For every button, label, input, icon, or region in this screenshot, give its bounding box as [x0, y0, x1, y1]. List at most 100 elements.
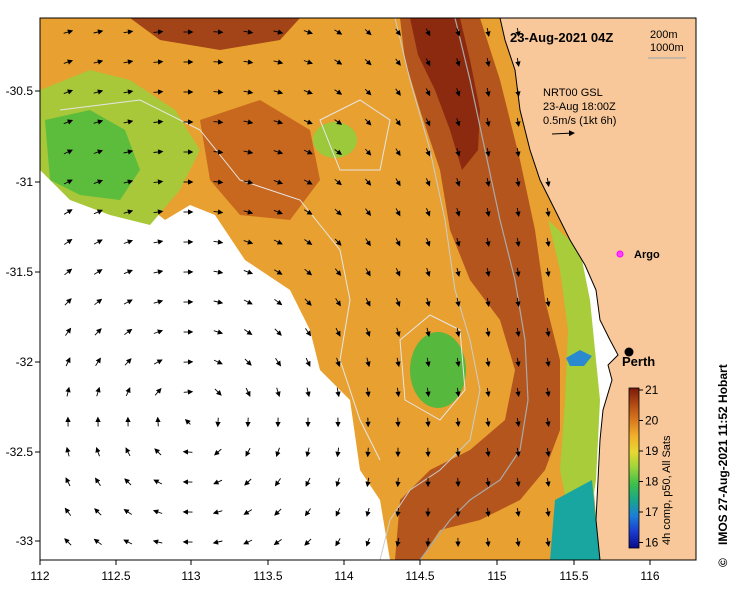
current-vector-arrow: [455, 58, 461, 67]
current-vector-arrow: [425, 327, 431, 337]
x-tick-label: 114: [334, 569, 353, 583]
current-vector-arrow: [515, 387, 521, 397]
current-vector-arrow: [243, 59, 254, 65]
current-vector-arrow: [365, 327, 371, 337]
current-vector-arrow: [153, 89, 164, 95]
current-vector-arrow: [485, 417, 491, 427]
current-vector-arrow: [95, 386, 101, 397]
current-vector-arrow: [93, 179, 104, 185]
contour-legend-200m: 200m: [650, 29, 678, 41]
current-vector-arrow: [365, 297, 371, 307]
current-vector-arrow: [395, 268, 401, 277]
contour-legend-1000m: 1000m: [650, 42, 684, 54]
current-vector-arrow: [515, 297, 521, 307]
current-vector-arrow: [124, 358, 132, 366]
y-tick-label: -33: [16, 534, 34, 548]
current-vector-arrow: [335, 447, 341, 458]
current-vector-arrow: [545, 507, 551, 517]
current-vector-arrow: [485, 57, 491, 67]
current-vector-arrow: [63, 29, 74, 35]
current-vector-arrow: [545, 417, 551, 427]
current-vector-arrow: [425, 417, 431, 428]
current-vector-arrow: [395, 387, 401, 398]
land-mass: [499, 18, 696, 560]
current-vector-arrow: [273, 89, 284, 95]
current-vector-arrow: [64, 538, 72, 546]
current-vector-arrow: [395, 297, 401, 307]
current-vector-arrow: [455, 207, 461, 217]
current-vector-arrow: [545, 477, 551, 487]
y-tick-label: -32: [16, 355, 34, 369]
current-vector-arrow: [63, 59, 74, 65]
current-vector-arrow: [425, 88, 431, 97]
current-vector-arrow: [273, 269, 283, 275]
current-vector-arrow: [545, 237, 551, 247]
current-vector-arrow: [273, 29, 284, 35]
current-vector-arrow: [364, 29, 372, 36]
current-vector-arrow: [153, 239, 164, 245]
current-vector-arrow: [243, 29, 254, 35]
current-vector-arrow: [123, 29, 134, 35]
current-vector-arrow: [95, 446, 101, 457]
current-vector-arrow: [213, 29, 224, 35]
current-vector-arrow: [515, 447, 521, 457]
y-tick-label: -30.5: [6, 84, 34, 98]
current-vector-arrow: [275, 387, 281, 398]
current-vector-arrow: [153, 329, 164, 335]
current-vector-arrow: [274, 328, 282, 336]
current-vector-arrow: [123, 269, 133, 275]
current-vector-arrow: [485, 117, 491, 127]
current-vector-arrow: [485, 87, 491, 97]
current-vector-arrow: [245, 387, 251, 397]
current-vector-arrow: [123, 89, 134, 95]
current-vector-arrow: [213, 209, 224, 215]
current-vector-arrow: [93, 269, 103, 275]
colorbar-tick-label: 17: [645, 505, 659, 519]
current-vector-arrow: [213, 59, 224, 65]
map-title: 23-Aug-2021 04Z: [510, 30, 613, 45]
current-vector-arrow: [365, 208, 372, 217]
current-vector-arrow: [515, 147, 521, 157]
current-vector-arrow: [455, 327, 461, 337]
current-vector-arrow: [515, 507, 521, 517]
current-vector-arrow: [214, 448, 222, 456]
current-vector-arrow: [273, 179, 284, 185]
current-vector-arrow: [93, 59, 104, 65]
current-vector-arrow: [65, 446, 71, 457]
current-vector-arrow: [425, 297, 431, 307]
current-vector-arrow: [515, 417, 521, 427]
current-vector-arrow: [455, 357, 461, 367]
current-vector-arrow: [304, 508, 311, 517]
current-vector-arrow: [303, 89, 313, 95]
current-vector-arrow: [364, 118, 372, 126]
current-legend-line3: 0.5m/s (1kt 6h): [543, 115, 616, 127]
current-vector-arrow: [154, 448, 162, 456]
current-vector-arrow: [64, 268, 73, 276]
current-vector-arrow: [244, 358, 252, 366]
current-vector-arrow: [213, 329, 224, 335]
current-vector-arrow: [455, 147, 461, 157]
colorbar-tick-label: 21: [645, 383, 659, 397]
colorbar-tick-label: 16: [645, 536, 659, 550]
current-vector-arrow: [243, 209, 254, 215]
current-vector-arrow: [395, 28, 401, 36]
current-vector-arrow: [364, 58, 372, 66]
current-vector-arrow: [243, 269, 254, 275]
current-vector-arrow: [95, 357, 101, 367]
plot-frame: [39, 17, 697, 561]
x-tick-label: 114.5: [405, 569, 434, 583]
current-vector-arrow: [455, 237, 461, 247]
current-vector-arrow: [153, 209, 164, 215]
current-vector-arrow: [365, 387, 371, 398]
current-vector-arrow: [335, 327, 341, 337]
copyright-symbol: ©: [716, 558, 730, 567]
current-vector-arrow: [364, 88, 372, 96]
current-vector-arrow: [365, 238, 371, 247]
colorbar-tick-label: 19: [645, 444, 659, 458]
current-vector-arrow: [153, 29, 164, 35]
current-vector-arrow: [515, 87, 521, 97]
current-vector-arrow: [153, 299, 164, 305]
current-vector-arrow: [395, 178, 401, 187]
current-vector-arrow: [243, 509, 253, 515]
current-vector-arrow: [545, 267, 551, 277]
